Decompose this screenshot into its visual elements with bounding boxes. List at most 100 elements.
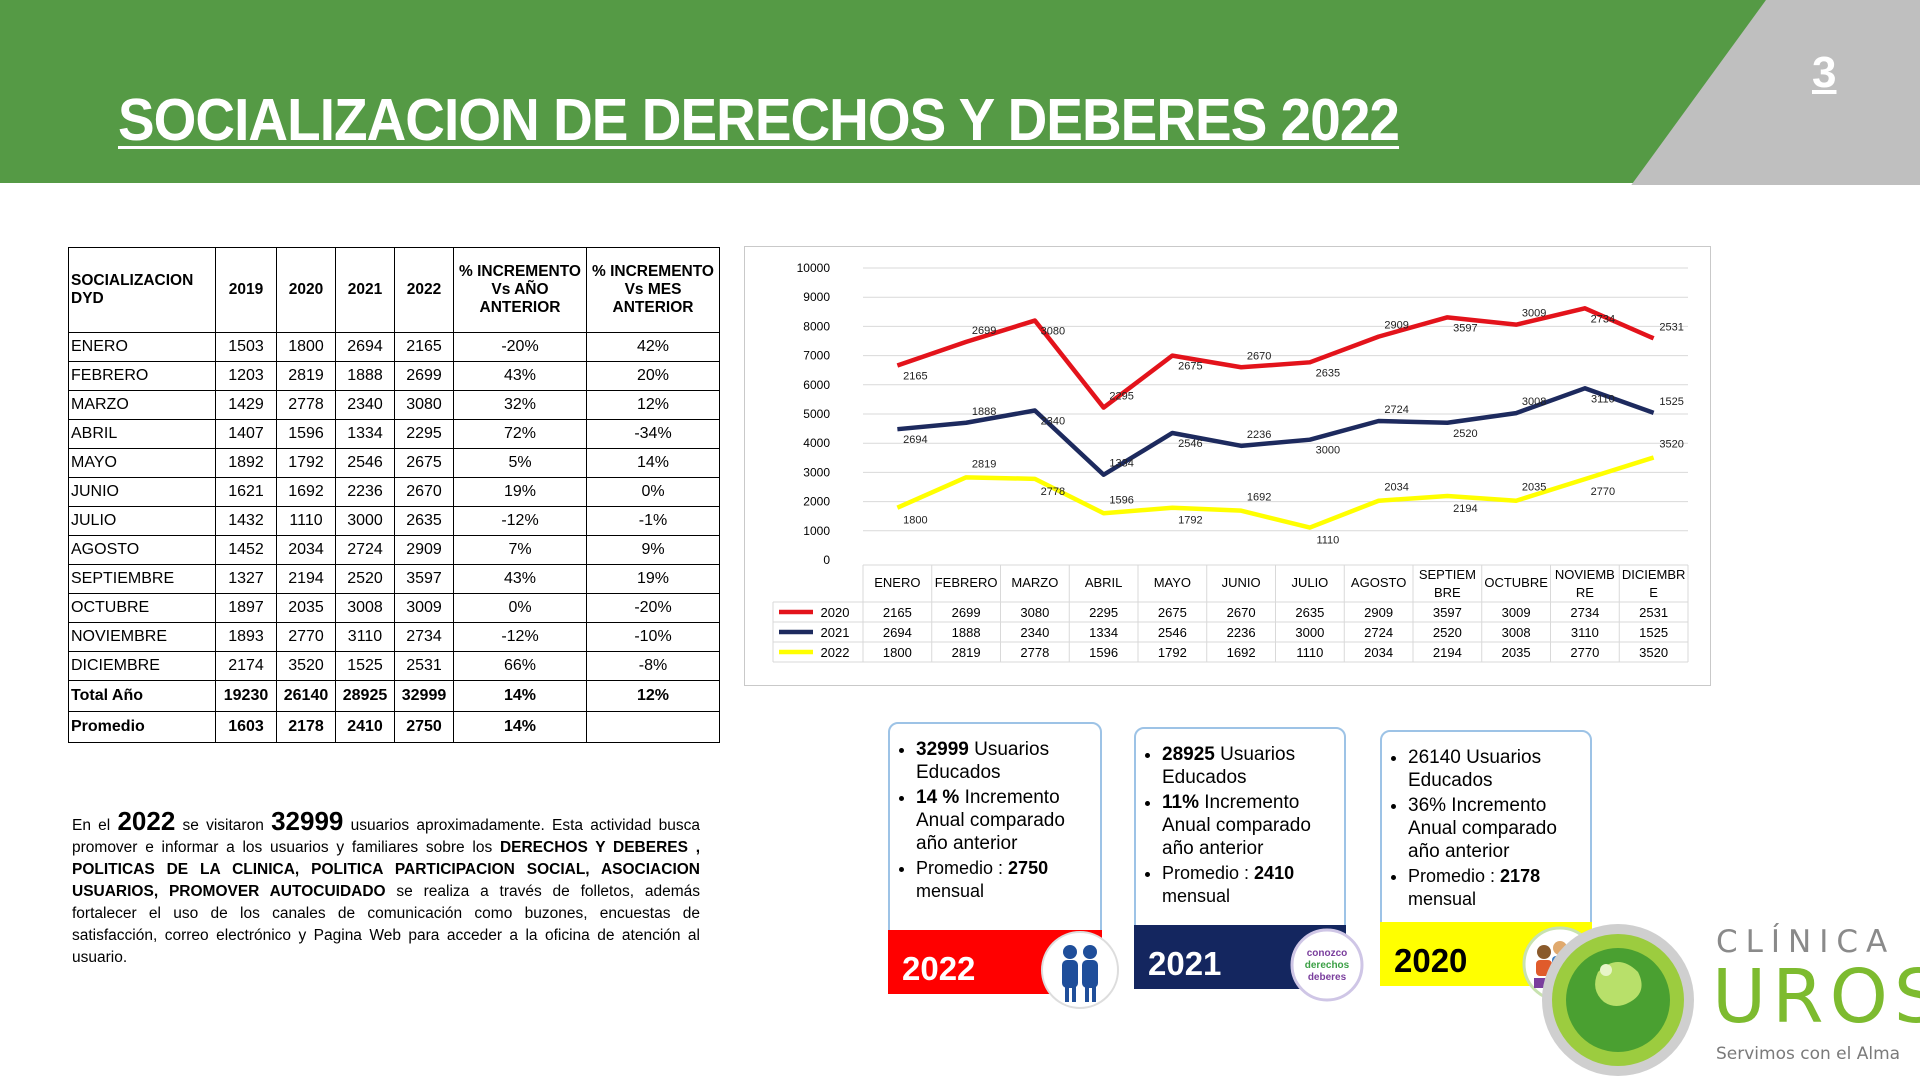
data-label: 1792: [1178, 515, 1202, 527]
table-cell: 1603: [215, 711, 277, 743]
data-label: 3597: [1453, 322, 1477, 334]
y-tick-label: 0: [823, 553, 830, 567]
data-label: 2734: [1591, 313, 1615, 325]
legend-label: 2020: [821, 605, 850, 620]
table-cell: 32999: [394, 680, 454, 712]
data-label: 2694: [903, 434, 927, 446]
x-tick-label: JUNIO: [1222, 575, 1261, 590]
table-cell: 19%: [586, 564, 720, 594]
data-label: 2034: [1384, 482, 1408, 494]
x-tick-label: OCTUBRE: [1484, 575, 1548, 590]
table-row: NOVIEMBRE 1893 2770 3110 2734 -12% -10%: [68, 622, 720, 652]
card-bold: 11%: [1162, 792, 1199, 813]
table-cell: 1429: [215, 390, 277, 420]
legend-label: 2021: [821, 625, 850, 640]
data-label: 3520: [1659, 439, 1683, 451]
elderly-couple-icon: [1041, 931, 1119, 1009]
card-item: 11% Incremento Anual comparado año anter…: [1162, 791, 1344, 860]
data-label: 3110: [1591, 393, 1615, 405]
x-tick-label: MAYO: [1154, 575, 1191, 590]
table-value: 2635: [1295, 605, 1324, 620]
x-tick-label: NOVIEMB: [1555, 567, 1615, 582]
x-tick-label: JULIO: [1291, 575, 1328, 590]
header-cell: 2022: [394, 247, 454, 333]
table-cell: 1432: [215, 506, 277, 536]
table-row: DICIEMBRE 2174 3520 1525 2531 66% -8%: [68, 651, 720, 681]
x-tick-label: FEBRERO: [935, 575, 998, 590]
table-value: 2034: [1364, 645, 1393, 660]
card-list: 26140 Usuarios Educados36% Incremento An…: [1382, 746, 1590, 911]
line-chart: 0 1000 2000 3000 4000 5000 6000 7000 8000 9000 100…: [772, 261, 1689, 663]
table-cell: 2165: [394, 332, 454, 362]
table-cell: 26140: [276, 680, 336, 712]
line-chart-frame: 0 1000 2000 3000 4000 5000 6000 7000 8000 9000 100…: [744, 246, 1711, 686]
card-text: 26140 Usuarios Educados: [1408, 747, 1542, 791]
card-text: Promedio :: [1162, 863, 1255, 883]
svg-text:deberes: deberes: [1308, 972, 1347, 983]
table-cell: 1596: [276, 419, 336, 449]
data-label: 1692: [1247, 492, 1271, 504]
card-text: Incremento Anual comparado año anterior: [916, 787, 1065, 854]
x-tick-label: E: [1649, 585, 1658, 600]
card-text: 36% Incremento Anual comparado año anter…: [1408, 795, 1557, 862]
data-label: 2520: [1453, 428, 1477, 440]
table-value: 2194: [1433, 645, 1462, 660]
table-cell: 2724: [335, 535, 395, 565]
table-value: 2675: [1158, 605, 1187, 620]
row-label-cell: FEBRERO: [68, 361, 216, 391]
table-value: 2295: [1089, 605, 1118, 620]
table-value: 2699: [952, 605, 981, 620]
table-cell: 3520: [276, 651, 336, 681]
card-item: 14 % Incremento Anual comparado año ante…: [916, 786, 1100, 855]
table-cell: -8%: [586, 651, 720, 681]
legend-label: 2022: [821, 645, 850, 660]
table-value: 2724: [1364, 625, 1393, 640]
y-tick-label: 7000: [803, 349, 830, 363]
table-value: 2909: [1364, 605, 1393, 620]
table-cell: 2670: [394, 477, 454, 507]
card-year: 2020: [1394, 942, 1468, 979]
data-label: 2165: [903, 371, 927, 383]
table-cell: 12%: [586, 390, 720, 420]
row-label-cell: Promedio: [68, 711, 216, 743]
derechos-deberes-badge-icon: conozco derechos deberes: [1290, 928, 1364, 1002]
para-bold-topics: DERECHOS Y DEBERES , POLITICAS DE LA CLI…: [72, 839, 700, 900]
table-cell: -20%: [586, 593, 720, 623]
table-cell: -12%: [453, 622, 587, 652]
para-count: 32999: [271, 806, 344, 836]
clinica-uros-logo-icon: [1542, 924, 1694, 1076]
x-tick-label: DICIEMBR: [1622, 567, 1686, 582]
table-value: 2520: [1433, 625, 1462, 640]
table-cell: 2675: [394, 448, 454, 478]
table-value: 2670: [1227, 605, 1256, 620]
y-tick-label: 2000: [803, 495, 830, 509]
data-label: 2699: [972, 325, 996, 337]
svg-text:conozco: conozco: [1307, 948, 1348, 959]
card-list: 32999 Usuarios Educados14 % Incremento A…: [890, 738, 1100, 903]
table-cell: 2778: [276, 390, 336, 420]
table-cell: 2699: [394, 361, 454, 391]
card-item: 26140 Usuarios Educados: [1408, 746, 1590, 792]
table-value: 1596: [1089, 645, 1118, 660]
table-value: 1334: [1089, 625, 1118, 640]
row-label-cell: NOVIEMBRE: [68, 622, 216, 652]
table-cell: 19230: [215, 680, 277, 712]
table-cell: 42%: [586, 332, 720, 362]
row-label-cell: AGOSTO: [68, 535, 216, 565]
card-bold: 32999: [916, 739, 969, 760]
table-cell: 3110: [335, 622, 395, 652]
data-label: 2194: [1453, 503, 1477, 515]
y-tick-label: 10000: [797, 261, 831, 275]
row-label-cell: Total Año: [68, 680, 216, 712]
series-line-2021: [897, 386, 1655, 477]
table-cell: 2034: [276, 535, 336, 565]
table-cell: 2340: [335, 390, 395, 420]
y-tick-label: 1000: [803, 524, 830, 538]
table-cell: 72%: [453, 419, 587, 449]
logo-clinica-word: CLÍNICA: [1716, 924, 1896, 960]
card-year: 2022: [902, 950, 976, 987]
table-cell: 14%: [453, 711, 587, 743]
table-cell: 2819: [276, 361, 336, 391]
data-label: 2778: [1041, 486, 1065, 498]
x-tick-label: BRE: [1434, 585, 1461, 600]
